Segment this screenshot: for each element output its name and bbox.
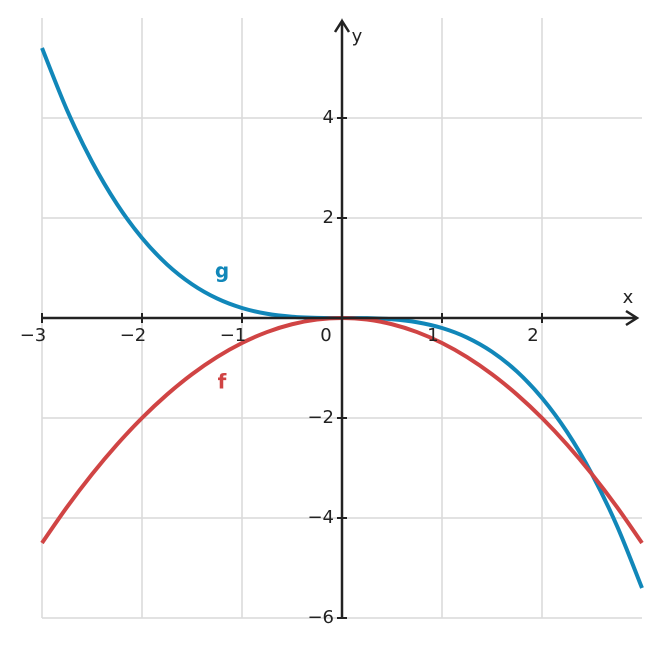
y-tick-label: −2 [307,407,334,428]
x-tick-label: −2 [120,325,147,346]
x-tick-label: −1 [220,325,247,346]
y-tick-label: 2 [323,207,334,228]
x-tick-label: 2 [527,325,538,346]
y-tick-label: 4 [323,107,334,128]
y-tick-label: −4 [307,507,334,528]
y-tick-label: −6 [307,607,334,628]
x-axis-arrow [625,309,640,327]
x-tick-label: 0 [320,325,331,346]
curve-label: f [218,370,227,394]
x-axis-label: x [623,287,634,308]
x-tick-label: 1 [427,325,438,346]
y-axis-label: y [352,26,363,47]
x-tick-label: −3 [20,325,47,346]
curve-label: g [215,259,229,283]
y-axis-arrow [333,18,351,33]
